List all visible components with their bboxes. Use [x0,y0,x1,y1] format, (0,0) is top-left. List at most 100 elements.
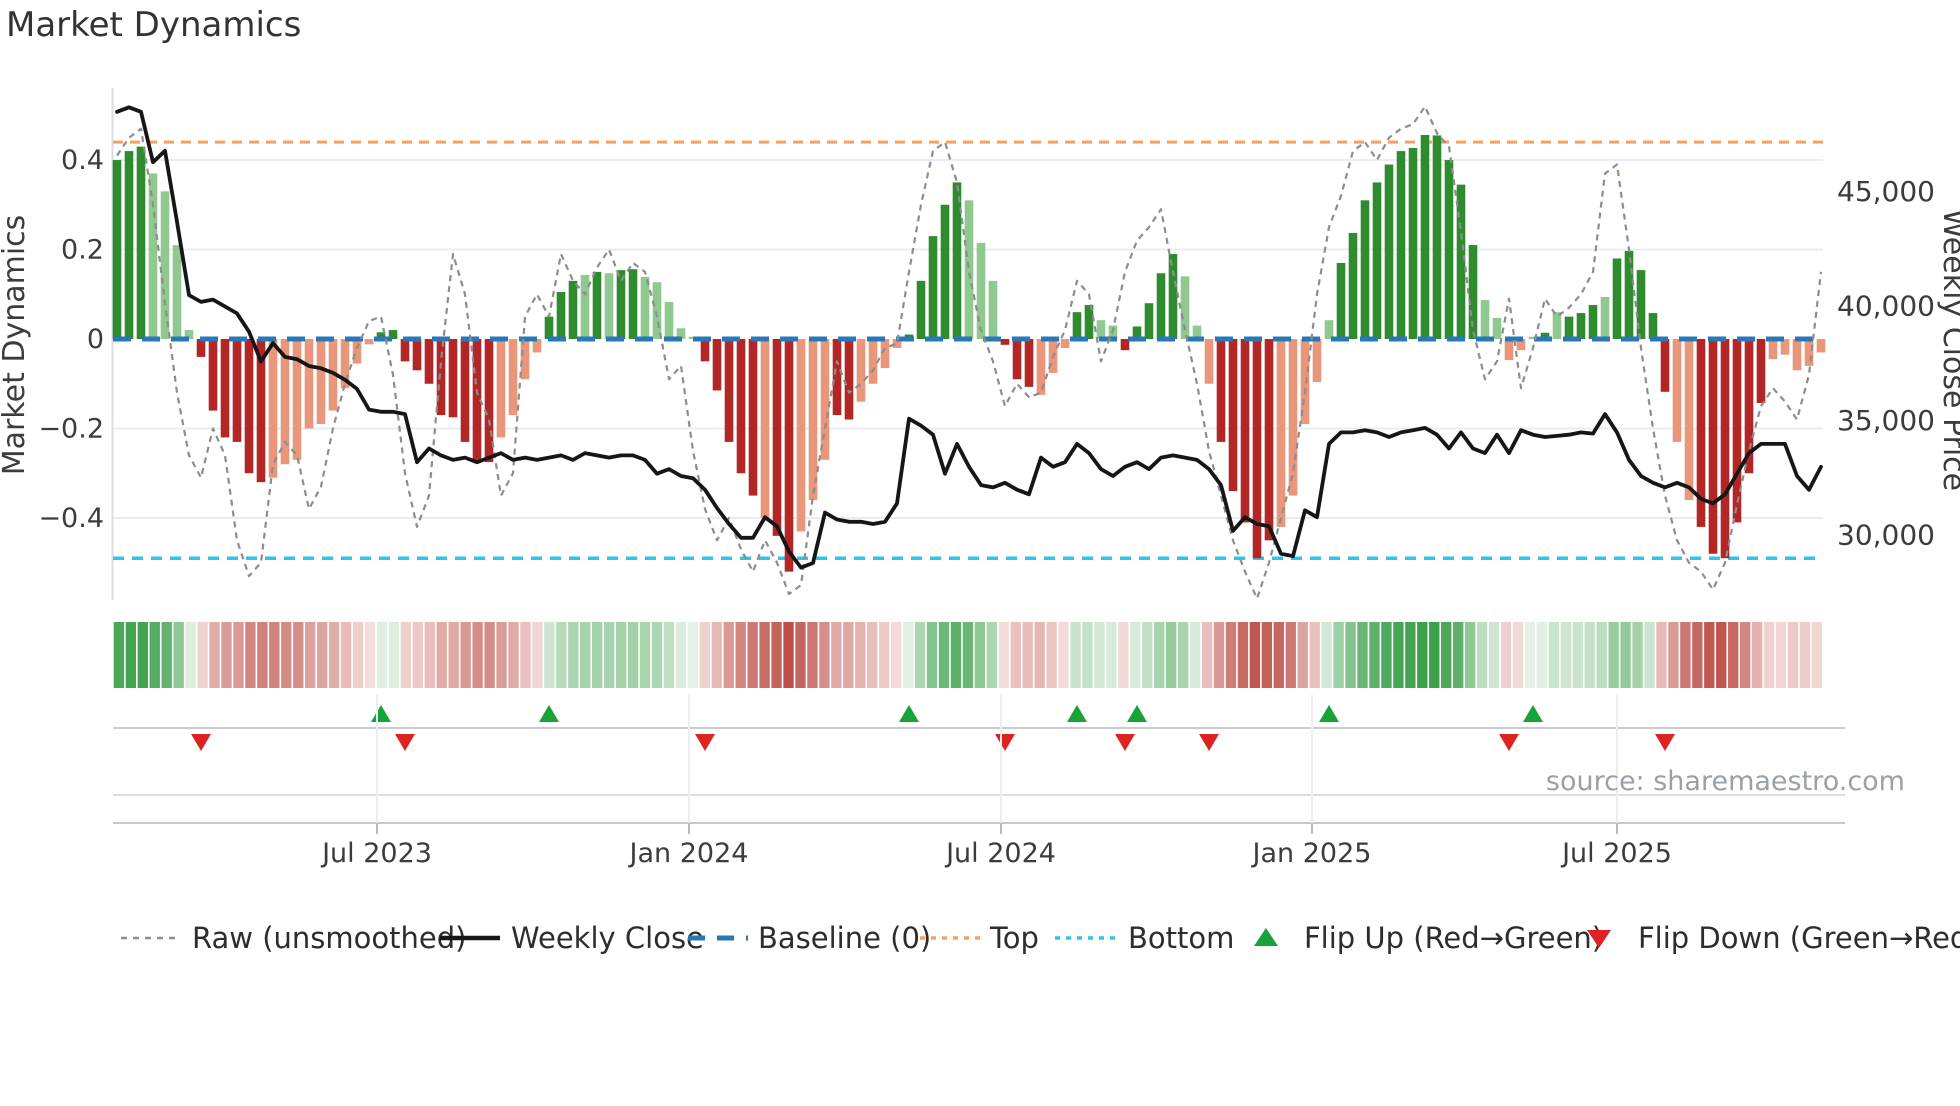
oscillator-bar [796,339,806,532]
heatmap-cell [424,622,435,688]
heatmap-cell [1142,622,1153,688]
heatmap-cell [484,622,495,688]
oscillator-bar [1444,160,1454,339]
oscillator-bar [1228,339,1238,492]
heatmap-cell [209,622,220,688]
heatmap-cell [663,622,675,688]
heatmap-cell [1046,622,1057,688]
heatmap-cell [1668,622,1679,688]
oscillator-bar [964,200,974,339]
heatmap-cell [388,622,400,688]
legend-item-label: Top [989,921,1039,955]
heatmap-cell [233,622,244,688]
flip-up-marker [371,705,391,722]
oscillator-bar [1276,339,1286,527]
heatmap-cell [759,622,770,688]
source-credit: source: sharemaestro.com [1546,766,1905,797]
oscillator-bar [1012,339,1022,380]
oscillator-bar [1816,339,1826,353]
oscillator-bar [1576,313,1586,339]
flip-up-marker [1067,705,1087,722]
oscillator-bar [112,160,122,339]
heatmap-cell [556,622,567,688]
oscillator-bar [748,339,758,496]
oscillator-bar [568,280,578,339]
oscillator-bar [208,339,218,411]
oscillator-bar [1792,339,1802,371]
oscillator-bar [1096,320,1106,339]
heatmap-cell [257,622,268,688]
oscillator-bar [1300,339,1310,425]
heatmap-cell [460,622,471,688]
flip-down-marker [995,734,1015,751]
oscillator-bar [1072,312,1082,339]
oscillator-bar [856,339,866,402]
oscillator-bar [952,182,962,339]
heatmap-cell [1369,622,1380,688]
heatmap-cell [281,622,292,688]
heatmap-cell [137,622,148,688]
heatmap-cell [436,622,447,688]
oscillator-bar [160,191,170,339]
heatmap-cell [1022,622,1033,688]
oscillator-bar [184,330,194,339]
heatmap-cell [1488,622,1500,688]
heatmap-cell [1500,622,1512,688]
oscillator-bar [544,316,554,339]
heatmap-cell [1429,622,1440,688]
oscillator-bar [1000,339,1010,345]
flip-down-marker [1199,734,1219,751]
heatmap-cell [1261,622,1273,688]
heatmap-cell [149,622,160,688]
oscillator-bar [652,282,662,339]
heatmap-cell [1536,622,1548,688]
heatmap-cell [1608,622,1619,688]
heatmap-cell [1728,622,1739,688]
oscillator-bar [1528,336,1538,339]
oscillator-bar [532,339,542,353]
heatmap-cell [520,622,531,688]
oscillator-bar [196,339,206,357]
heatmap-cell [1297,622,1308,688]
heatmap-cell [1405,622,1416,688]
heatmap-cell [1070,622,1081,688]
heatmap-cell [1094,622,1105,688]
heatmap-cell [1512,622,1524,688]
oscillator-bar [1360,200,1370,339]
oscillator-bar [1312,339,1322,382]
flip-up-icon [1254,928,1278,946]
oscillator-bar [592,271,602,339]
heatmap-cell [197,622,208,688]
oscillator-bar [1804,339,1814,366]
heatmap-cell [496,622,507,688]
oscillator-bar [1696,339,1706,527]
oscillator-bar [1636,270,1646,339]
heatmap-cell [1130,622,1141,688]
oscillator-bar [892,339,902,348]
heatmap-cell [1237,622,1249,688]
oscillator-bar [988,280,998,339]
oscillator-bar [880,339,890,369]
heatmap-cell [1225,622,1237,688]
oscillator-bar [628,269,638,339]
oscillator-bar [1144,303,1154,339]
left-tick-label: −0.2 [38,413,104,444]
heatmap-cell [1763,622,1775,688]
heatmap-cell [1417,622,1428,688]
oscillator-bar [136,146,146,339]
heatmap-cell [843,622,854,688]
oscillator-bar [1060,339,1070,348]
oscillator-bar [1240,339,1250,523]
oscillator-bar [1564,316,1574,339]
oscillator-bar [580,275,590,339]
heatmap-cell [1154,622,1165,688]
oscillator-bar [928,236,938,339]
oscillator-bar [976,242,986,339]
oscillator-bar [664,301,674,339]
heatmap-cell [1811,622,1823,688]
heatmap-cell [1787,622,1799,688]
oscillator-bar [1348,232,1358,339]
heatmap-cell [508,622,519,688]
oscillator-bar [1036,339,1046,395]
